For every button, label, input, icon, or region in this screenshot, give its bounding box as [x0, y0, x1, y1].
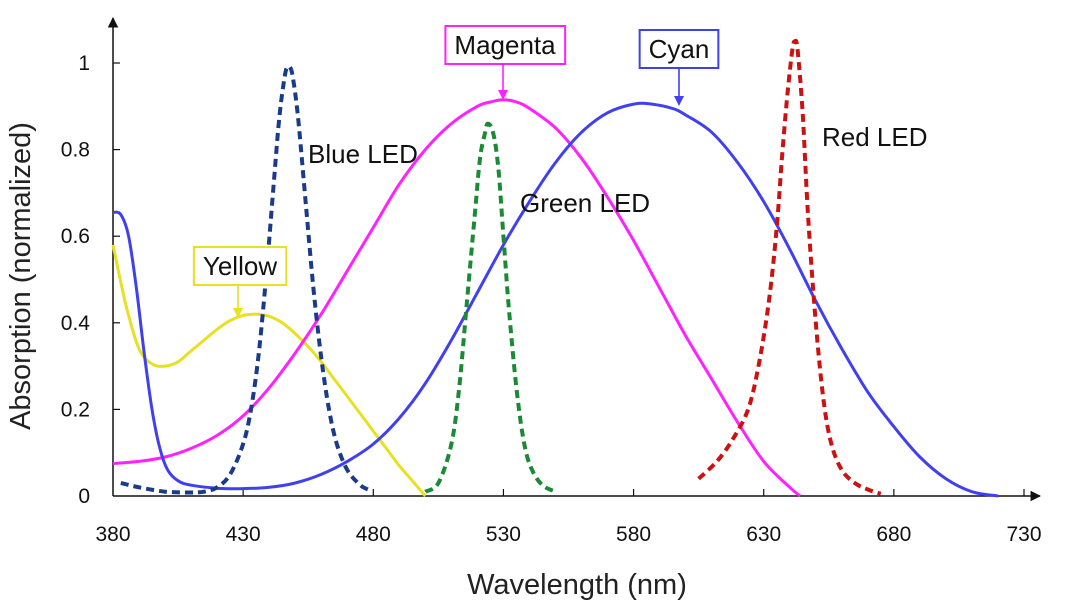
y-tick-label: 0.2	[61, 398, 90, 421]
x-tick-label: 480	[356, 523, 391, 546]
series-line-magenta	[112, 98, 802, 498]
label-cyan-arrowhead	[674, 96, 684, 106]
label-blue-led: Blue LED	[308, 139, 418, 169]
label-blue-led-text: Blue LED	[308, 139, 418, 169]
x-tick-label: 380	[95, 523, 130, 546]
series-layer	[111, 38, 999, 498]
series-labels: Yellow Blue LED Magenta Green LED Cyan Red LE…	[192, 25, 928, 318]
label-magenta: Magenta	[444, 25, 567, 100]
label-magenta-text: Magenta	[454, 30, 556, 60]
label-red-led: Red LED	[822, 122, 928, 152]
label-yellow-box	[192, 246, 288, 286]
label-yellow: Yellow	[192, 246, 288, 318]
x-tick-label: 630	[746, 523, 781, 546]
x-tick-label: 730	[1006, 523, 1041, 546]
series-line-cyan	[112, 101, 999, 498]
label-yellow-text: Yellow	[203, 251, 277, 281]
x-axis-title: Wavelength (nm)	[467, 569, 687, 601]
y-tick-label: 0.4	[61, 312, 91, 335]
label-green-led: Green LED	[520, 188, 650, 218]
series-line-yellow	[111, 244, 427, 497]
label-magenta-box	[444, 25, 567, 65]
x-tick-label: 530	[486, 523, 521, 546]
label-red-led-text: Red LED	[822, 122, 928, 152]
y-tick-label: 0.8	[61, 139, 90, 162]
y-tick-label: 1	[78, 52, 90, 75]
label-yellow-arrowhead	[233, 308, 243, 318]
y-tick-label: 0.6	[61, 225, 90, 248]
label-magenta-arrowhead	[498, 90, 508, 100]
x-tick-label: 680	[876, 523, 911, 546]
series-line-red-led	[697, 38, 882, 496]
x-tick-label: 580	[616, 523, 651, 546]
series-line-blue-led	[120, 64, 370, 495]
x-tick-label: 430	[226, 523, 261, 546]
y-tick-label: 0	[78, 485, 90, 508]
label-cyan: Cyan	[638, 29, 720, 106]
label-cyan-text: Cyan	[649, 34, 710, 64]
y-axis-title: Absorption (normalized)	[5, 122, 37, 430]
series-line-green-led	[424, 121, 557, 494]
axis-ticks: 380 430 480 530 580 630 680 730 0 0.2 0.4 0.6 0.8 1	[61, 52, 1042, 546]
label-green-led-text: Green LED	[520, 188, 650, 218]
